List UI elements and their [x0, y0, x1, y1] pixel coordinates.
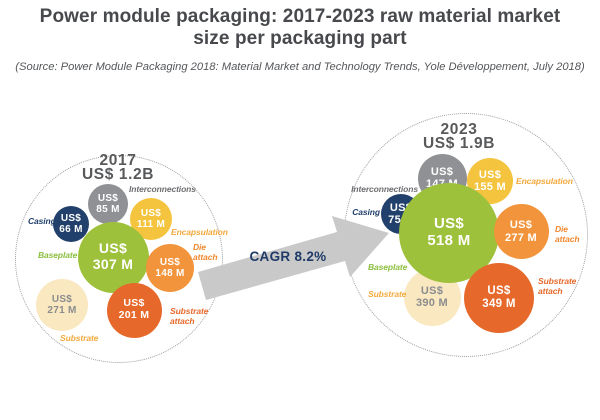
part-label-2017-interconnections: Interconnections [129, 184, 196, 194]
bubble-2017-die-attach: US$ 148 M [146, 244, 194, 292]
chart-year-2017: 2017 [99, 152, 137, 169]
source-citation: (Source: Power Module Packaging 2018: Ma… [15, 61, 585, 73]
bubble-currency: US$ [51, 293, 73, 305]
bubble-value: 148 M [155, 268, 185, 279]
chart-year-2023: 2023 [440, 121, 478, 138]
bubble-2017-interconnections: US$ 85 M [88, 184, 128, 224]
bubble-value: 66 M [59, 224, 83, 235]
bubble-2023-die-attach: US$ 277 M [493, 204, 549, 259]
bubble-currency: US$ [60, 212, 82, 224]
bubble-currency: US$ [487, 285, 511, 298]
page-title: Power module packaging: 2017-2023 raw ma… [0, 6, 600, 50]
bubble-currency: US$ [97, 192, 119, 204]
bubble-2017-substrate-attach: US$ 201 M [106, 282, 162, 338]
bubble-currency: US$ [433, 215, 465, 233]
part-label-2023-substrate-attach: Substrate attach [538, 276, 577, 297]
part-label-2023-casing: Casing [352, 207, 380, 217]
bubble-value: 307 M [92, 256, 134, 272]
bubble-2023-encapsulation: US$ 155 M [467, 158, 513, 204]
part-label-2017-substrate-attach: Substrate attach [170, 306, 209, 327]
bubble-currency: US$ [420, 284, 444, 297]
cagr-label: CAGR 8.2% [249, 249, 327, 264]
bubble-value: 390 M [415, 297, 449, 309]
bubble-2023-substrate-attach: US$ 349 M [464, 263, 534, 333]
part-label-2017-die-attach: Die attach [193, 242, 218, 263]
part-label-2017-substrate: Substrate [60, 333, 99, 343]
bubble-2017-baseplate: US$ 307 M [77, 221, 149, 293]
bubble-value: 277 M [504, 231, 538, 244]
part-label-2017-encapsulation: Encapsulation [171, 227, 228, 237]
part-label-2023-interconnections: Interconnections [351, 184, 418, 194]
bubble-value: 349 M [482, 298, 516, 310]
part-label-2017-baseplate: Baseplate [38, 250, 78, 260]
bubble-value: 271 M [47, 305, 77, 316]
bubble-currency: US$ [140, 207, 162, 219]
market-ring-2017 [15, 155, 223, 363]
part-label-2023-encapsulation: Encapsulation [516, 176, 573, 186]
page-title-line1: Power module packaging: 2017-2023 raw ma… [39, 6, 561, 27]
part-label-2023-die-attach: Die attach [555, 224, 580, 245]
bubble-currency: US$ [98, 240, 128, 257]
part-label-2023-baseplate: Baseplate [368, 262, 408, 272]
bubble-2017-casing: US$ 66 M [53, 206, 89, 242]
bubble-value: 518 M [427, 232, 471, 249]
part-label-2017-casing: Casing [28, 216, 56, 226]
bubble-currency: US$ [430, 165, 454, 178]
bubble-currency: US$ [123, 297, 145, 310]
page-title-line2: size per packaging part [193, 28, 407, 49]
growth-arrow-shape [198, 216, 389, 300]
chart-total-2017: US$ 1.2B [82, 166, 154, 183]
chart-total-2023: US$ 1.9B [423, 135, 495, 152]
bubble-value: 155 M [473, 181, 507, 193]
bubble-currency: US$ [509, 219, 533, 232]
part-label-2023-substrate: Substrate [368, 289, 407, 299]
bubble-currency: US$ [478, 168, 502, 181]
bubble-value: 111 M [136, 219, 166, 230]
bubble-2017-substrate: US$ 271 M [36, 279, 88, 331]
bubble-value: 201 M [118, 309, 150, 321]
bubble-value: 85 M [96, 204, 120, 215]
bubble-currency: US$ [159, 256, 181, 268]
chart-heading-2023: 2023 US$ 1.9B [384, 121, 534, 152]
chart-heading-2017: 2017 US$ 1.2B [43, 152, 193, 183]
